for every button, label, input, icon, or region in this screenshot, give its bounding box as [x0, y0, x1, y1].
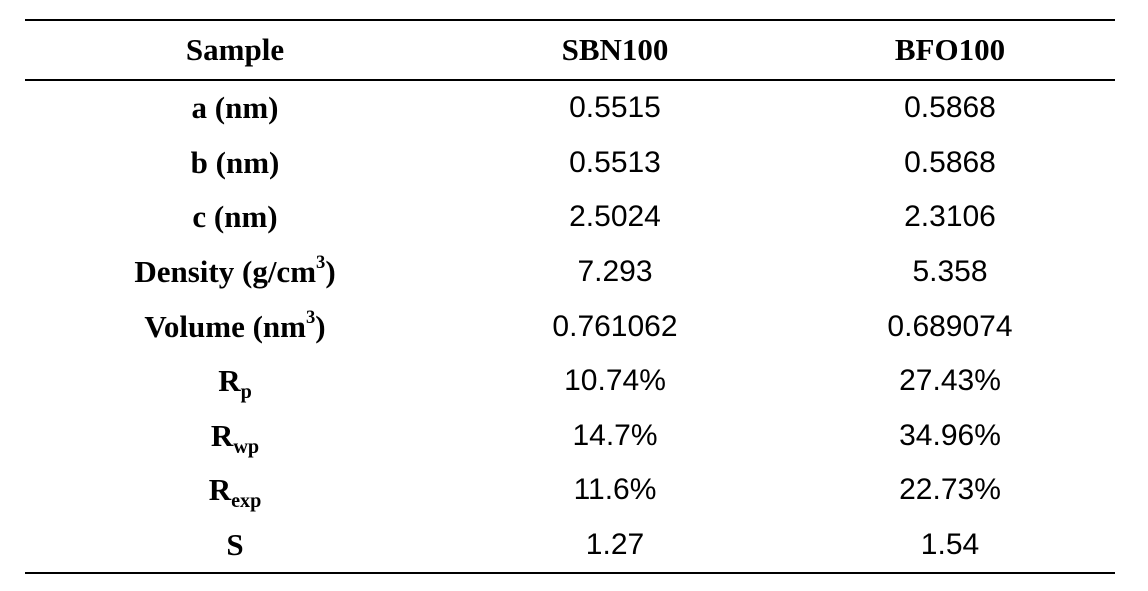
- row-label: b (nm): [25, 136, 445, 191]
- cell-bfo100: 5.358: [912, 255, 988, 289]
- cell-sbn100: 14.7%: [572, 418, 658, 452]
- row-label-suffix: ): [325, 254, 336, 290]
- table-row: c (nm) 2.5024 2.3106: [25, 190, 1115, 245]
- table-row: b (nm) 0.5513 0.5868: [25, 136, 1115, 191]
- row-label-text: b (nm): [190, 144, 280, 180]
- table-row: Rwp 14.7% 34.96%: [25, 409, 1115, 464]
- data-table-container: Sample SBN100 BFO100 a (nm) 0.5515 0.586…: [25, 19, 1115, 574]
- row-label-subscript: wp: [233, 435, 260, 458]
- header-row: Sample SBN100 BFO100: [25, 20, 1115, 80]
- cell-sbn100: 2.5024: [569, 200, 661, 234]
- cell-sbn100: 0.761062: [552, 309, 678, 343]
- cell-sbn100: 11.6%: [573, 473, 657, 507]
- row-label: c (nm): [25, 190, 445, 245]
- row-label: Volume (nm3): [25, 299, 445, 354]
- lattice-parameters-table: Sample SBN100 BFO100 a (nm) 0.5515 0.586…: [25, 19, 1115, 574]
- table-row: a (nm) 0.5515 0.5868: [25, 80, 1115, 136]
- cell-sbn100: 1.27: [585, 528, 645, 562]
- table-row: Rp 10.74% 27.43%: [25, 354, 1115, 409]
- row-label-text: R: [210, 417, 234, 453]
- row-label-text: R: [218, 363, 241, 399]
- row-label-text: c (nm): [192, 199, 278, 235]
- cell-sbn100: 7.293: [577, 255, 653, 289]
- row-label: Density (g/cm3): [25, 245, 445, 300]
- row-label-subscript: p: [240, 381, 252, 404]
- row-label: Rwp: [25, 409, 445, 464]
- row-label-subscript: exp: [231, 490, 262, 513]
- cell-bfo100: 27.43%: [899, 364, 1001, 398]
- cell-bfo100: 2.3106: [904, 200, 996, 234]
- cell-bfo100: 34.96%: [899, 418, 1001, 452]
- row-label: Rexp: [25, 463, 445, 518]
- table-body: a (nm) 0.5515 0.5868 b (nm) 0.5513 0.586…: [25, 80, 1115, 574]
- row-label-superscript: 3: [306, 306, 316, 328]
- table-row: S 1.27 1.54: [25, 518, 1115, 574]
- table-row: Volume (nm3) 0.761062 0.689074: [25, 299, 1115, 354]
- cell-bfo100: 1.54: [920, 528, 980, 562]
- cell-bfo100: 22.73%: [899, 473, 1001, 507]
- cell-sbn100: 0.5515: [569, 91, 661, 125]
- cell-bfo100: 0.689074: [887, 309, 1013, 343]
- header-sbn100: SBN100: [561, 32, 669, 67]
- row-label: S: [25, 518, 445, 574]
- row-label-text: R: [208, 472, 232, 508]
- table-row: Rexp 11.6% 22.73%: [25, 463, 1115, 518]
- cell-sbn100: 10.74%: [564, 364, 666, 398]
- row-label-text: a (nm): [191, 90, 279, 126]
- row-label-text: Volume (nm: [144, 308, 306, 344]
- row-label-text: Density (g/cm: [134, 254, 317, 290]
- cell-sbn100: 0.5513: [569, 145, 661, 179]
- header-bfo100: BFO100: [894, 32, 1006, 67]
- row-label: Rp: [25, 354, 445, 409]
- header-sample: Sample: [185, 32, 285, 67]
- cell-bfo100: 0.5868: [904, 145, 996, 179]
- row-label: a (nm): [25, 80, 445, 136]
- row-label-superscript: 3: [316, 252, 326, 274]
- table-row: Density (g/cm3) 7.293 5.358: [25, 245, 1115, 300]
- cell-bfo100: 0.5868: [904, 91, 996, 125]
- table-header: Sample SBN100 BFO100: [25, 20, 1115, 80]
- row-label-suffix: ): [315, 308, 326, 344]
- row-label-text: S: [226, 527, 244, 563]
